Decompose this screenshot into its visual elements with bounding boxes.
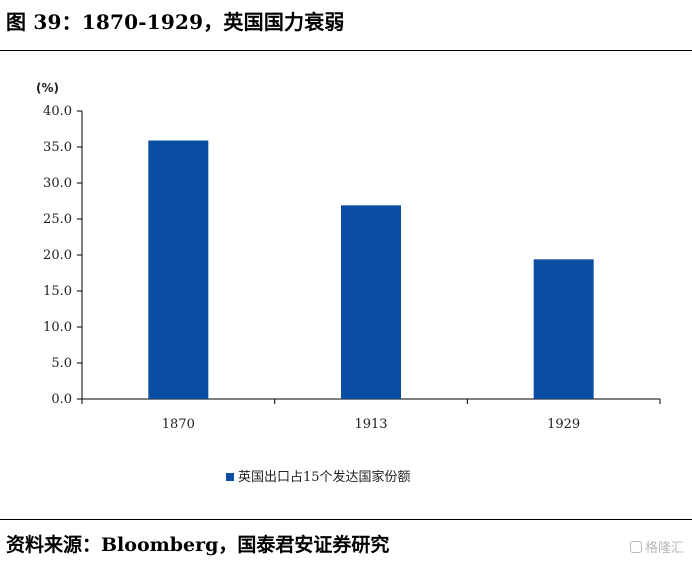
source-note: 资料来源：Bloomberg，国泰君安证券研究 — [6, 534, 390, 556]
top-rule — [0, 50, 692, 51]
y-unit-label: (%) — [36, 81, 59, 95]
y-tick-label: 15.0 — [43, 284, 72, 299]
legend-label: 英国出口占15个发达国家份额 — [238, 469, 411, 485]
x-tick-label: 1913 — [354, 417, 387, 432]
figure-title: 图 39：1870-1929，英国国力衰弱 — [6, 10, 345, 34]
y-tick-label: 0.0 — [51, 392, 72, 407]
chart-bars — [148, 140, 594, 399]
y-tick-label: 5.0 — [51, 356, 72, 371]
y-tick-label: 30.0 — [43, 176, 72, 191]
y-tick-label: 20.0 — [43, 248, 72, 263]
watermark-logo-icon — [629, 540, 642, 553]
bar-chart: (%) 0.0 5.0 10.0 15.0 20.0 25.0 30.0 35.0 40.0 187… — [36, 81, 661, 485]
chart-legend: 英国出口占15个发达国家份额 — [226, 469, 411, 485]
bottom-rule — [0, 519, 692, 520]
bar — [148, 140, 209, 399]
watermark-text: 格隆汇 — [644, 541, 684, 556]
x-tick-label: 1870 — [162, 417, 195, 432]
y-tick-label: 40.0 — [43, 104, 72, 119]
y-tick-label: 10.0 — [43, 320, 72, 335]
y-tick-label: 25.0 — [43, 212, 72, 227]
watermark: 格隆汇 — [629, 537, 684, 556]
bar — [533, 259, 594, 399]
y-tick-label: 35.0 — [43, 140, 72, 155]
bar — [341, 205, 401, 399]
x-tick-label: 1929 — [547, 417, 580, 432]
legend-swatch — [226, 473, 234, 481]
chart-labels: (%) 0.0 5.0 10.0 15.0 20.0 25.0 30.0 35.0 40.0 187… — [36, 81, 580, 432]
